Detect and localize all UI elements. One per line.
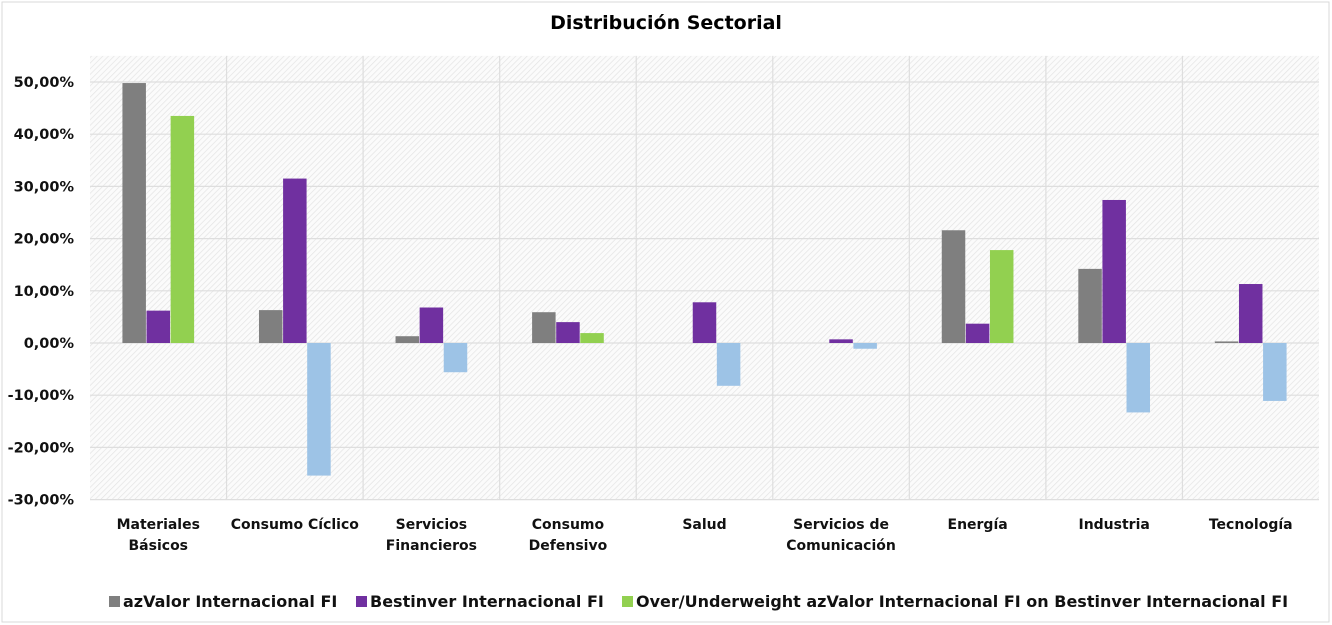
y-tick-label: -30,00%	[8, 493, 75, 509]
x-tick-label: Salud	[682, 517, 726, 533]
bar-3-9	[1263, 343, 1287, 401]
plot-area	[90, 55, 1319, 500]
chart-title: Distribución Sectorial	[550, 12, 782, 34]
x-tick-label: Consumo Defensivo	[529, 517, 608, 554]
bar-2-9	[1238, 284, 1263, 343]
x-tick-label: Tecnología	[1209, 517, 1293, 533]
bar-1-2	[258, 310, 283, 343]
x-tick-label: Industria	[1078, 517, 1149, 533]
y-tick-label: 40,00%	[14, 127, 75, 143]
bar-1-8	[1078, 268, 1102, 343]
bar-3-4	[580, 333, 604, 343]
legend-item-2[interactable]: Bestinver Internacional FI	[356, 592, 604, 611]
x-tick-label: Energía	[948, 517, 1008, 533]
x-axis-tick-labels: Materiales Básicos Consumo Cíclico Servicio…	[117, 517, 1293, 554]
y-tick-label: 0,00%	[24, 336, 75, 352]
legend-swatch	[622, 596, 633, 607]
bar-2-7	[965, 323, 990, 343]
bar-3-6	[853, 343, 877, 349]
legend-swatch	[109, 596, 120, 607]
bar-3-3	[443, 343, 468, 373]
legend: azValor Internacional FI Bestinver Intern…	[109, 592, 1288, 611]
bar-2-1	[146, 310, 171, 343]
y-tick-label: 20,00%	[14, 232, 75, 248]
y-tick-label: -10,00%	[8, 388, 75, 404]
bar-1-3	[395, 336, 420, 343]
bar-2-5	[692, 302, 717, 343]
bar-2-6	[829, 339, 853, 343]
x-tick-label: Servicios Financieros	[386, 517, 477, 554]
bar-1-9	[1214, 341, 1239, 343]
bar-2-8	[1102, 199, 1126, 343]
legend-swatch	[356, 596, 367, 607]
y-tick-label: 50,00%	[14, 75, 75, 91]
bar-3-7	[989, 250, 1014, 343]
x-tick-label: Servicios de Comunicación	[786, 517, 896, 554]
bar-3-5	[716, 343, 741, 386]
x-tick-label: Consumo Cíclico	[231, 517, 360, 533]
y-tick-label: 30,00%	[14, 179, 75, 195]
bar-3-8	[1126, 343, 1151, 413]
bar-2-4	[556, 322, 580, 343]
legend-item-3[interactable]: Over/Underweight azValor Internacional F…	[622, 592, 1288, 611]
bar-2-3	[419, 307, 444, 343]
bar-2-2	[283, 178, 307, 343]
y-tick-label: -20,00%	[8, 440, 75, 456]
legend-label: azValor Internacional FI	[123, 592, 337, 611]
legend-label: Bestinver Internacional FI	[370, 592, 604, 611]
y-axis-tick-labels: -30,00% -20,00% -10,00% 0,00% 10,00% 20,00% 30…	[8, 75, 75, 509]
x-tick-label: Materiales Básicos	[117, 517, 200, 554]
y-tick-label: 10,00%	[14, 284, 75, 300]
bar-1-7	[941, 230, 966, 343]
bar-1-1	[122, 83, 146, 343]
bar-3-2	[307, 343, 331, 476]
legend-item-1[interactable]: azValor Internacional FI	[109, 592, 337, 611]
bars	[122, 83, 1287, 476]
legend-label: Over/Underweight azValor Internacional F…	[636, 592, 1288, 611]
bar-1-4	[532, 312, 556, 343]
bar-3-1	[170, 115, 195, 344]
